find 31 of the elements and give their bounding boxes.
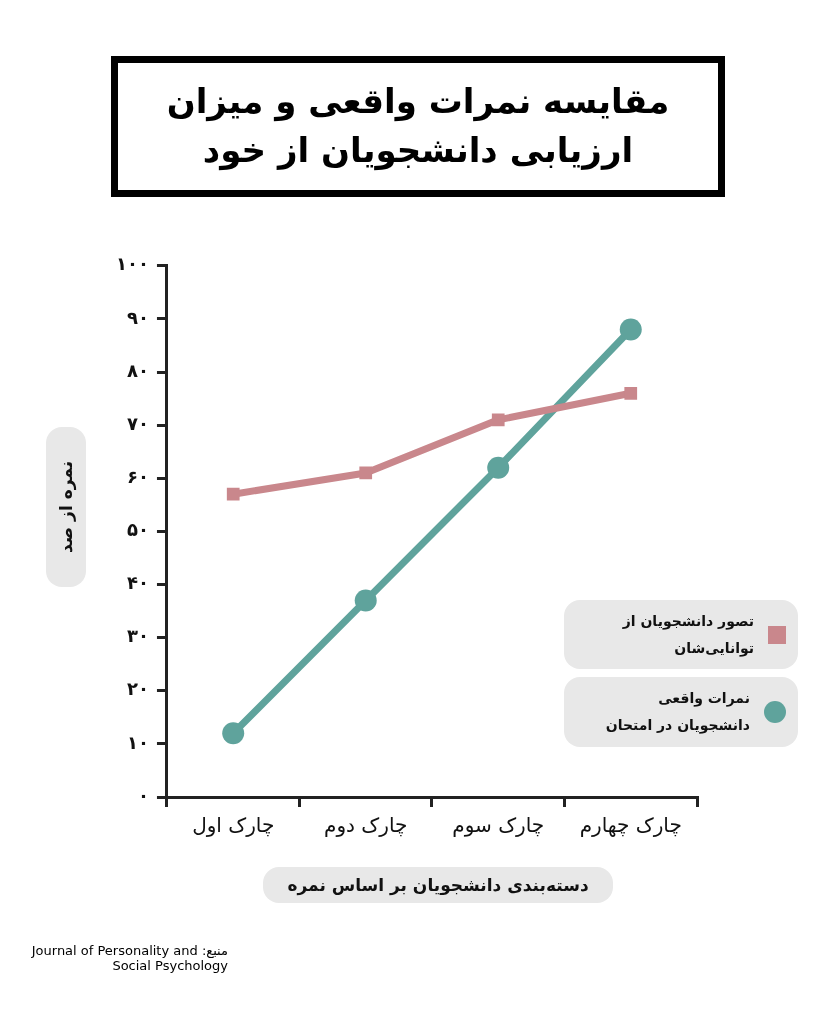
point	[354, 589, 377, 612]
y-tick-label: ۸۰	[126, 359, 149, 381]
chart-title: مقایسه نمرات واقعی و میزان ارزیابی دانشجویان از خود	[111, 56, 725, 197]
x-axis-title: دسته‌بندی دانشجویان بر اساس نمره	[263, 866, 613, 903]
point	[619, 318, 642, 341]
point	[226, 487, 240, 501]
y-tick-label: ۱۰۰	[115, 253, 149, 275]
point	[359, 466, 373, 479]
y-tick-label: ۳۰	[126, 624, 149, 646]
x-tick-label: چارک سوم	[452, 812, 545, 837]
y-tick-label: ۵۰	[126, 518, 149, 540]
legend-panel: نمرات واقعی دانشجویان در امتحان	[564, 677, 798, 747]
y-tick-label: ۲۰	[126, 678, 149, 700]
x-tick-label: چارک چهارم	[579, 812, 682, 837]
y-tick-label: ۴۰	[126, 571, 149, 593]
y-tick-label: ۱۰	[126, 731, 149, 753]
y-axis-title: نمره از صد	[56, 460, 76, 553]
y-tick-label: ۶۰	[126, 465, 149, 487]
legend-panel: تصور دانشجویان از توانایی‌شان	[564, 600, 798, 670]
legend-label: نمرات واقعی دانشجویان در امتحان	[604, 689, 750, 736]
y-tick-label: ۰	[137, 784, 149, 806]
point	[222, 721, 245, 744]
x-tick-label: چارک اول	[192, 812, 275, 837]
point	[624, 386, 638, 400]
x-tick-label: چارک دوم	[324, 812, 408, 837]
point	[487, 456, 510, 479]
point	[491, 413, 505, 426]
text: منبع: Journal of Personality and Social Psychology	[30, 942, 228, 973]
y-tick-label: ۹۰	[126, 306, 149, 328]
legend-label: تصور دانشجویان از توانایی‌شان	[621, 612, 754, 659]
y-tick-label: ۷۰	[126, 412, 149, 434]
